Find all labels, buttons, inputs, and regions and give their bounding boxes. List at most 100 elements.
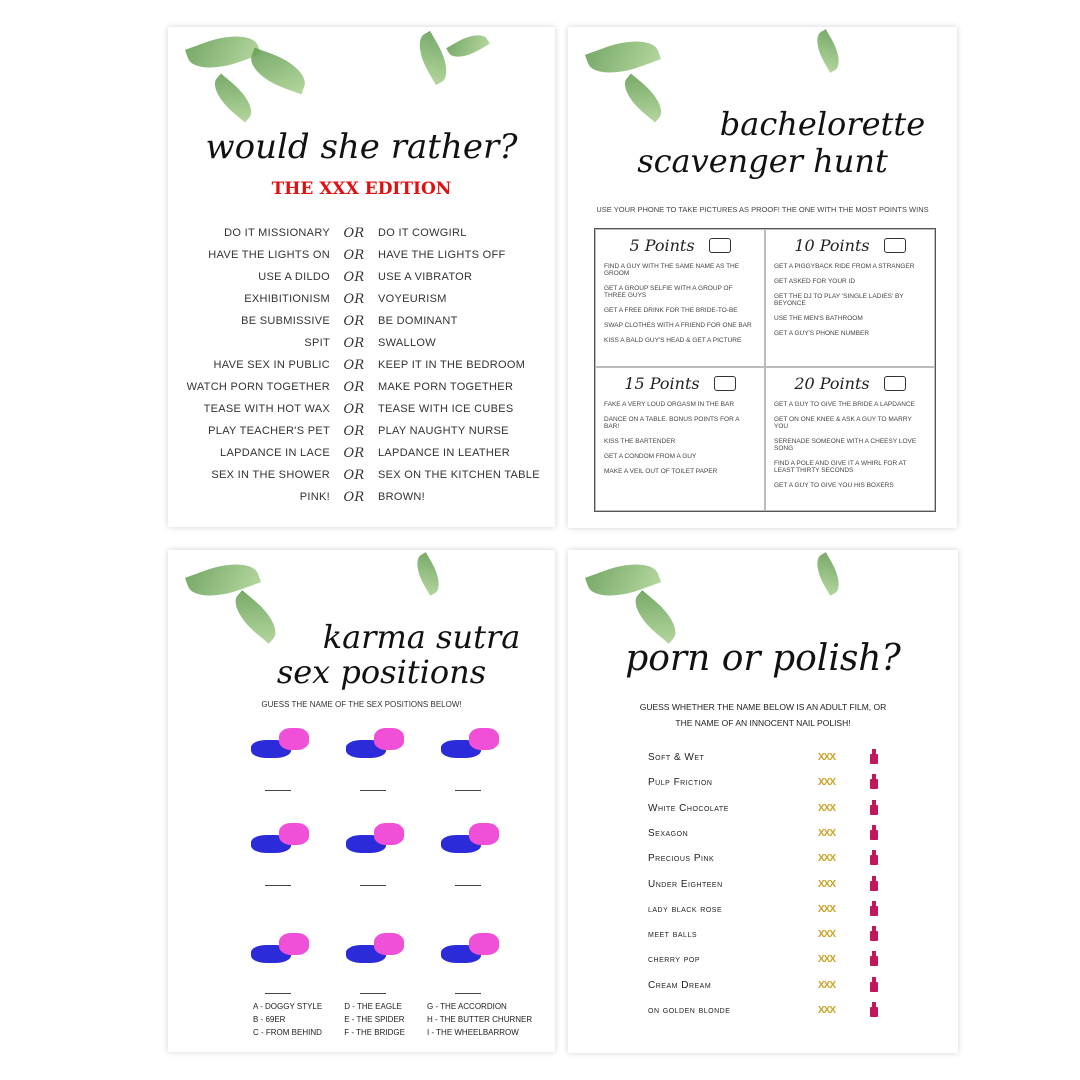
answer-blank <box>360 790 386 791</box>
nail-polish-icon[interactable] <box>870 774 878 790</box>
scavenger-hunt-card: bachelorette scavenger hunt USE YOUR PHO… <box>568 27 957 528</box>
xxx-option[interactable]: XXX <box>818 878 836 890</box>
nail-polish-icon[interactable] <box>870 875 878 891</box>
or-label: or <box>343 489 365 505</box>
option-right: SWALLOW <box>378 337 436 349</box>
points-label: 15 Points <box>624 374 700 393</box>
answer-key: F - THE BRIDGE <box>344 1028 405 1037</box>
xxx-option[interactable]: XXX <box>818 979 836 991</box>
name-item: Sexagon <box>648 827 689 839</box>
position-figure <box>338 815 418 865</box>
or-label: or <box>343 269 365 285</box>
answer-key: G - THE ACCORDION <box>426 1002 507 1011</box>
xxx-option[interactable]: XXX <box>818 929 836 941</box>
points-section: 5 Points Find a guy with the same name as… <box>595 229 765 367</box>
name-item: Cream Dream <box>648 979 712 991</box>
option-right: MAKE PORN TOGETHER <box>378 381 514 393</box>
name-item: Soft & Wet <box>648 752 705 763</box>
figure-shape <box>279 933 309 955</box>
xxx-option[interactable]: XXX <box>818 802 836 814</box>
option-row: EXHIBITIONISM or VOYEURISM <box>168 289 555 309</box>
option-left: SPIT <box>304 337 330 349</box>
page-title-line2: sex positions <box>276 653 487 691</box>
answer-key: H - THE BUTTER CHURNER <box>426 1015 533 1024</box>
task-item: Kiss the bartender <box>604 438 676 445</box>
leaf-decoration <box>206 73 260 123</box>
nail-polish-icon[interactable] <box>870 1002 878 1017</box>
or-label: or <box>343 247 365 263</box>
position-figure <box>243 925 323 975</box>
or-label: or <box>343 313 365 329</box>
option-right: VOYEURISM <box>378 293 447 305</box>
xxx-option[interactable]: XXX <box>818 853 836 865</box>
option-left: SEX IN THE SHOWER <box>211 469 330 481</box>
name-item: Under Eighteen <box>648 878 723 890</box>
answer-blank <box>360 993 386 994</box>
xxx-option[interactable]: XXX <box>818 777 836 789</box>
task-item: Fake a very loud orgasm in the bar <box>604 401 735 408</box>
or-label: or <box>343 467 365 483</box>
answer-key: B - 69ER <box>253 1015 286 1024</box>
leaf-decoration <box>410 30 456 86</box>
xxx-option[interactable]: XXX <box>818 903 836 915</box>
figure-shape <box>374 728 404 750</box>
option-row: BE SUBMISSIVE or BE DOMINANT <box>168 311 555 331</box>
xxx-option[interactable]: XXX <box>818 1005 836 1016</box>
instructions-line2: THE NAME OF AN INNOCENT NAIL POLISH! <box>675 718 851 728</box>
points-label: 10 Points <box>794 236 870 255</box>
answer-column: D - THE EAGLE E - THE SPIDER F - THE BRIDG… <box>344 1000 405 1039</box>
xxx-option[interactable]: XXX <box>818 752 836 763</box>
figure-shape <box>279 728 309 750</box>
section-heading: 15 Points <box>604 374 756 393</box>
nail-polish-icon[interactable] <box>870 926 878 942</box>
option-right: DO IT COWGIRL <box>378 227 467 239</box>
instructions: USE YOUR PHONE TO TAKE PICTURES AS PROOF… <box>596 205 929 214</box>
xxx-option[interactable]: XXX <box>818 954 836 966</box>
points-checkbox[interactable] <box>883 376 906 391</box>
option-left: LAPDANCE IN LACE <box>220 447 330 459</box>
nail-polish-icon[interactable] <box>870 951 878 967</box>
nail-polish-icon[interactable] <box>870 850 878 866</box>
task-item: Find a pole and give it a whirl for at l… <box>774 460 907 474</box>
nail-polish-icon[interactable] <box>870 749 878 764</box>
task-item: Get a free drink for the bride-to-be <box>604 307 738 314</box>
answer-blank <box>265 885 291 886</box>
nail-polish-icon[interactable] <box>870 900 878 916</box>
would-she-rather-card: would she rather? THE XXX EDITION DO IT … <box>168 27 555 527</box>
option-row: HAVE SEX IN PUBLIC or KEEP IT IN THE BEDRO… <box>168 355 555 375</box>
position-figure <box>338 720 418 770</box>
points-section: 10 Points Get a piggyback ride from a str… <box>765 229 935 367</box>
leaf-decoration <box>410 552 446 596</box>
option-right: BROWN! <box>378 491 426 503</box>
section-heading: 20 Points <box>774 374 926 393</box>
answer-key: C - FROM BEHIND <box>253 1028 322 1037</box>
nail-polish-icon[interactable] <box>870 824 878 840</box>
points-checkbox[interactable] <box>883 238 906 253</box>
position-figure <box>338 925 418 975</box>
answer-key: D - THE EAGLE <box>344 1002 402 1011</box>
answer-key: E - THE SPIDER <box>344 1015 405 1024</box>
leaf-decoration <box>245 47 311 95</box>
points-section: 15 Points Fake a very loud orgasm in the … <box>595 367 765 511</box>
position-figure <box>433 925 513 975</box>
points-checkbox[interactable] <box>708 238 731 253</box>
or-label: or <box>343 379 365 395</box>
answer-blank <box>455 993 481 994</box>
name-item: lady black rose <box>648 903 723 915</box>
option-row: SPIT or SWALLOW <box>168 333 555 353</box>
or-label: or <box>343 335 365 351</box>
name-item: White Chocolate <box>648 802 729 814</box>
nail-polish-icon[interactable] <box>870 799 878 815</box>
option-right: USE A VIBRATOR <box>378 271 473 283</box>
subtitle: THE XXX EDITION <box>271 179 452 199</box>
points-checkbox[interactable] <box>713 376 736 391</box>
option-left: PLAY TEACHER'S PET <box>208 425 330 437</box>
task-item: Find a guy with the same name as the gro… <box>604 263 740 277</box>
name-item: Precious Pink <box>648 853 715 865</box>
leaf-decoration <box>810 29 846 73</box>
task-item: Swap clothes with a friend for one bar <box>604 322 752 329</box>
xxx-option[interactable]: XXX <box>818 827 836 839</box>
option-right: TEASE WITH ICE CUBES <box>378 403 514 415</box>
nail-polish-icon[interactable] <box>870 976 878 992</box>
page-title-line1: bachelorette <box>719 105 926 143</box>
